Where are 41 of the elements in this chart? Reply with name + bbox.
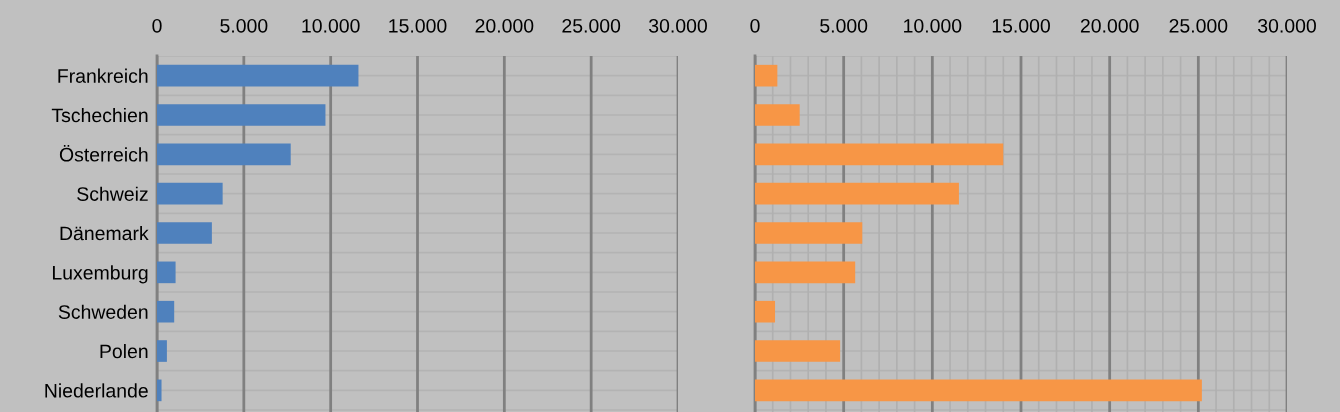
x-tick-label: 20.000 (1080, 18, 1139, 33)
bar (755, 261, 856, 284)
bar (755, 64, 778, 87)
bar (157, 379, 162, 402)
x-tick-label: 30.000 (1258, 18, 1316, 33)
bar (755, 143, 1004, 166)
x-tick-label: 15.000 (389, 18, 447, 33)
y-tick-label: Polen (100, 343, 148, 359)
bar (157, 300, 175, 323)
x-tick-label: 30.000 (649, 18, 707, 33)
y-tick-label: Niederlande (45, 383, 148, 398)
bar (157, 143, 291, 166)
x-tick-label: 0 (152, 18, 162, 33)
bar (157, 182, 223, 205)
x-tick-label: 0 (750, 18, 760, 33)
y-tick-label: Dänemark (60, 225, 149, 241)
y-tick-label: Frankreich (58, 68, 148, 83)
x-tick-label: 10.000 (302, 18, 360, 33)
bar (157, 340, 167, 362)
bar (157, 104, 326, 126)
bar (755, 182, 959, 205)
bar (755, 104, 800, 126)
y-tick-label: Luxemburg (52, 265, 148, 284)
bar (157, 222, 212, 244)
bar (157, 261, 176, 284)
x-tick-label: 25.000 (1169, 18, 1228, 33)
x-tick-label: 5.000 (220, 18, 268, 33)
bar (755, 300, 776, 323)
x-tick-label: 5.000 (820, 18, 868, 33)
y-tick-label: Schweden (58, 304, 148, 319)
y-tick-label: Österreich (59, 145, 148, 162)
bar (755, 379, 1202, 402)
y-tick-label: Tschechien (51, 107, 148, 123)
bar (755, 222, 863, 244)
x-tick-label: 25.000 (562, 18, 621, 33)
bar (755, 340, 841, 362)
x-tick-label: 15.000 (992, 18, 1050, 33)
y-tick-label: Schweiz (77, 186, 148, 201)
x-tick-label: 20.000 (475, 18, 534, 33)
x-tick-label: 10.000 (904, 18, 962, 33)
bar (157, 64, 359, 87)
